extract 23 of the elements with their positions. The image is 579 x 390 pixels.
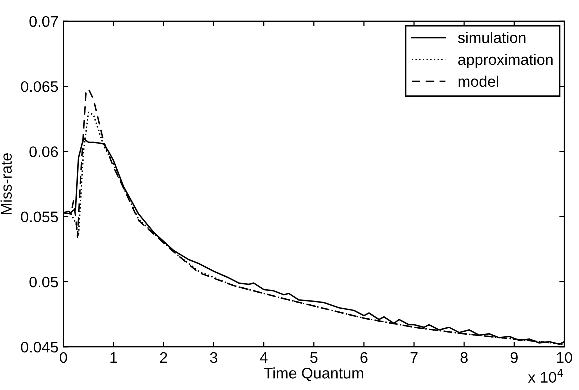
x-tick-label: 6 xyxy=(360,352,368,364)
legend-label: approximation xyxy=(458,54,553,68)
x-tick-label: 1 xyxy=(110,352,118,364)
x-tick-label: 9 xyxy=(510,352,518,364)
y-tick-label: 0.055 xyxy=(21,212,58,223)
legend-label: model xyxy=(458,76,498,88)
y-tick-label: 0.045 xyxy=(21,342,58,353)
x-tick-label: 3 xyxy=(210,352,218,364)
y-tick-label: 0.06 xyxy=(30,146,58,158)
x-axis-title: Time Quantum xyxy=(264,368,364,382)
y-tick-label: 0.07 xyxy=(30,16,58,28)
x-tick-label: 4 xyxy=(260,352,268,364)
text: x 10$^{4}$ xyxy=(528,369,564,383)
y-tick-label: 0.065 xyxy=(21,81,58,92)
x-tick-label: 10 xyxy=(557,352,572,364)
y-tick-label: 0.05 xyxy=(30,276,58,288)
x-tick-label: 8 xyxy=(460,352,468,364)
x-tick-label: 7 xyxy=(410,352,418,364)
x-tick-label: 5 xyxy=(310,352,318,364)
x-tick-label: 0 xyxy=(60,352,68,364)
x-tick-label: 2 xyxy=(160,352,168,364)
y-axis-title: Miss-rate xyxy=(0,154,12,214)
legend-label: simulation xyxy=(458,32,526,44)
